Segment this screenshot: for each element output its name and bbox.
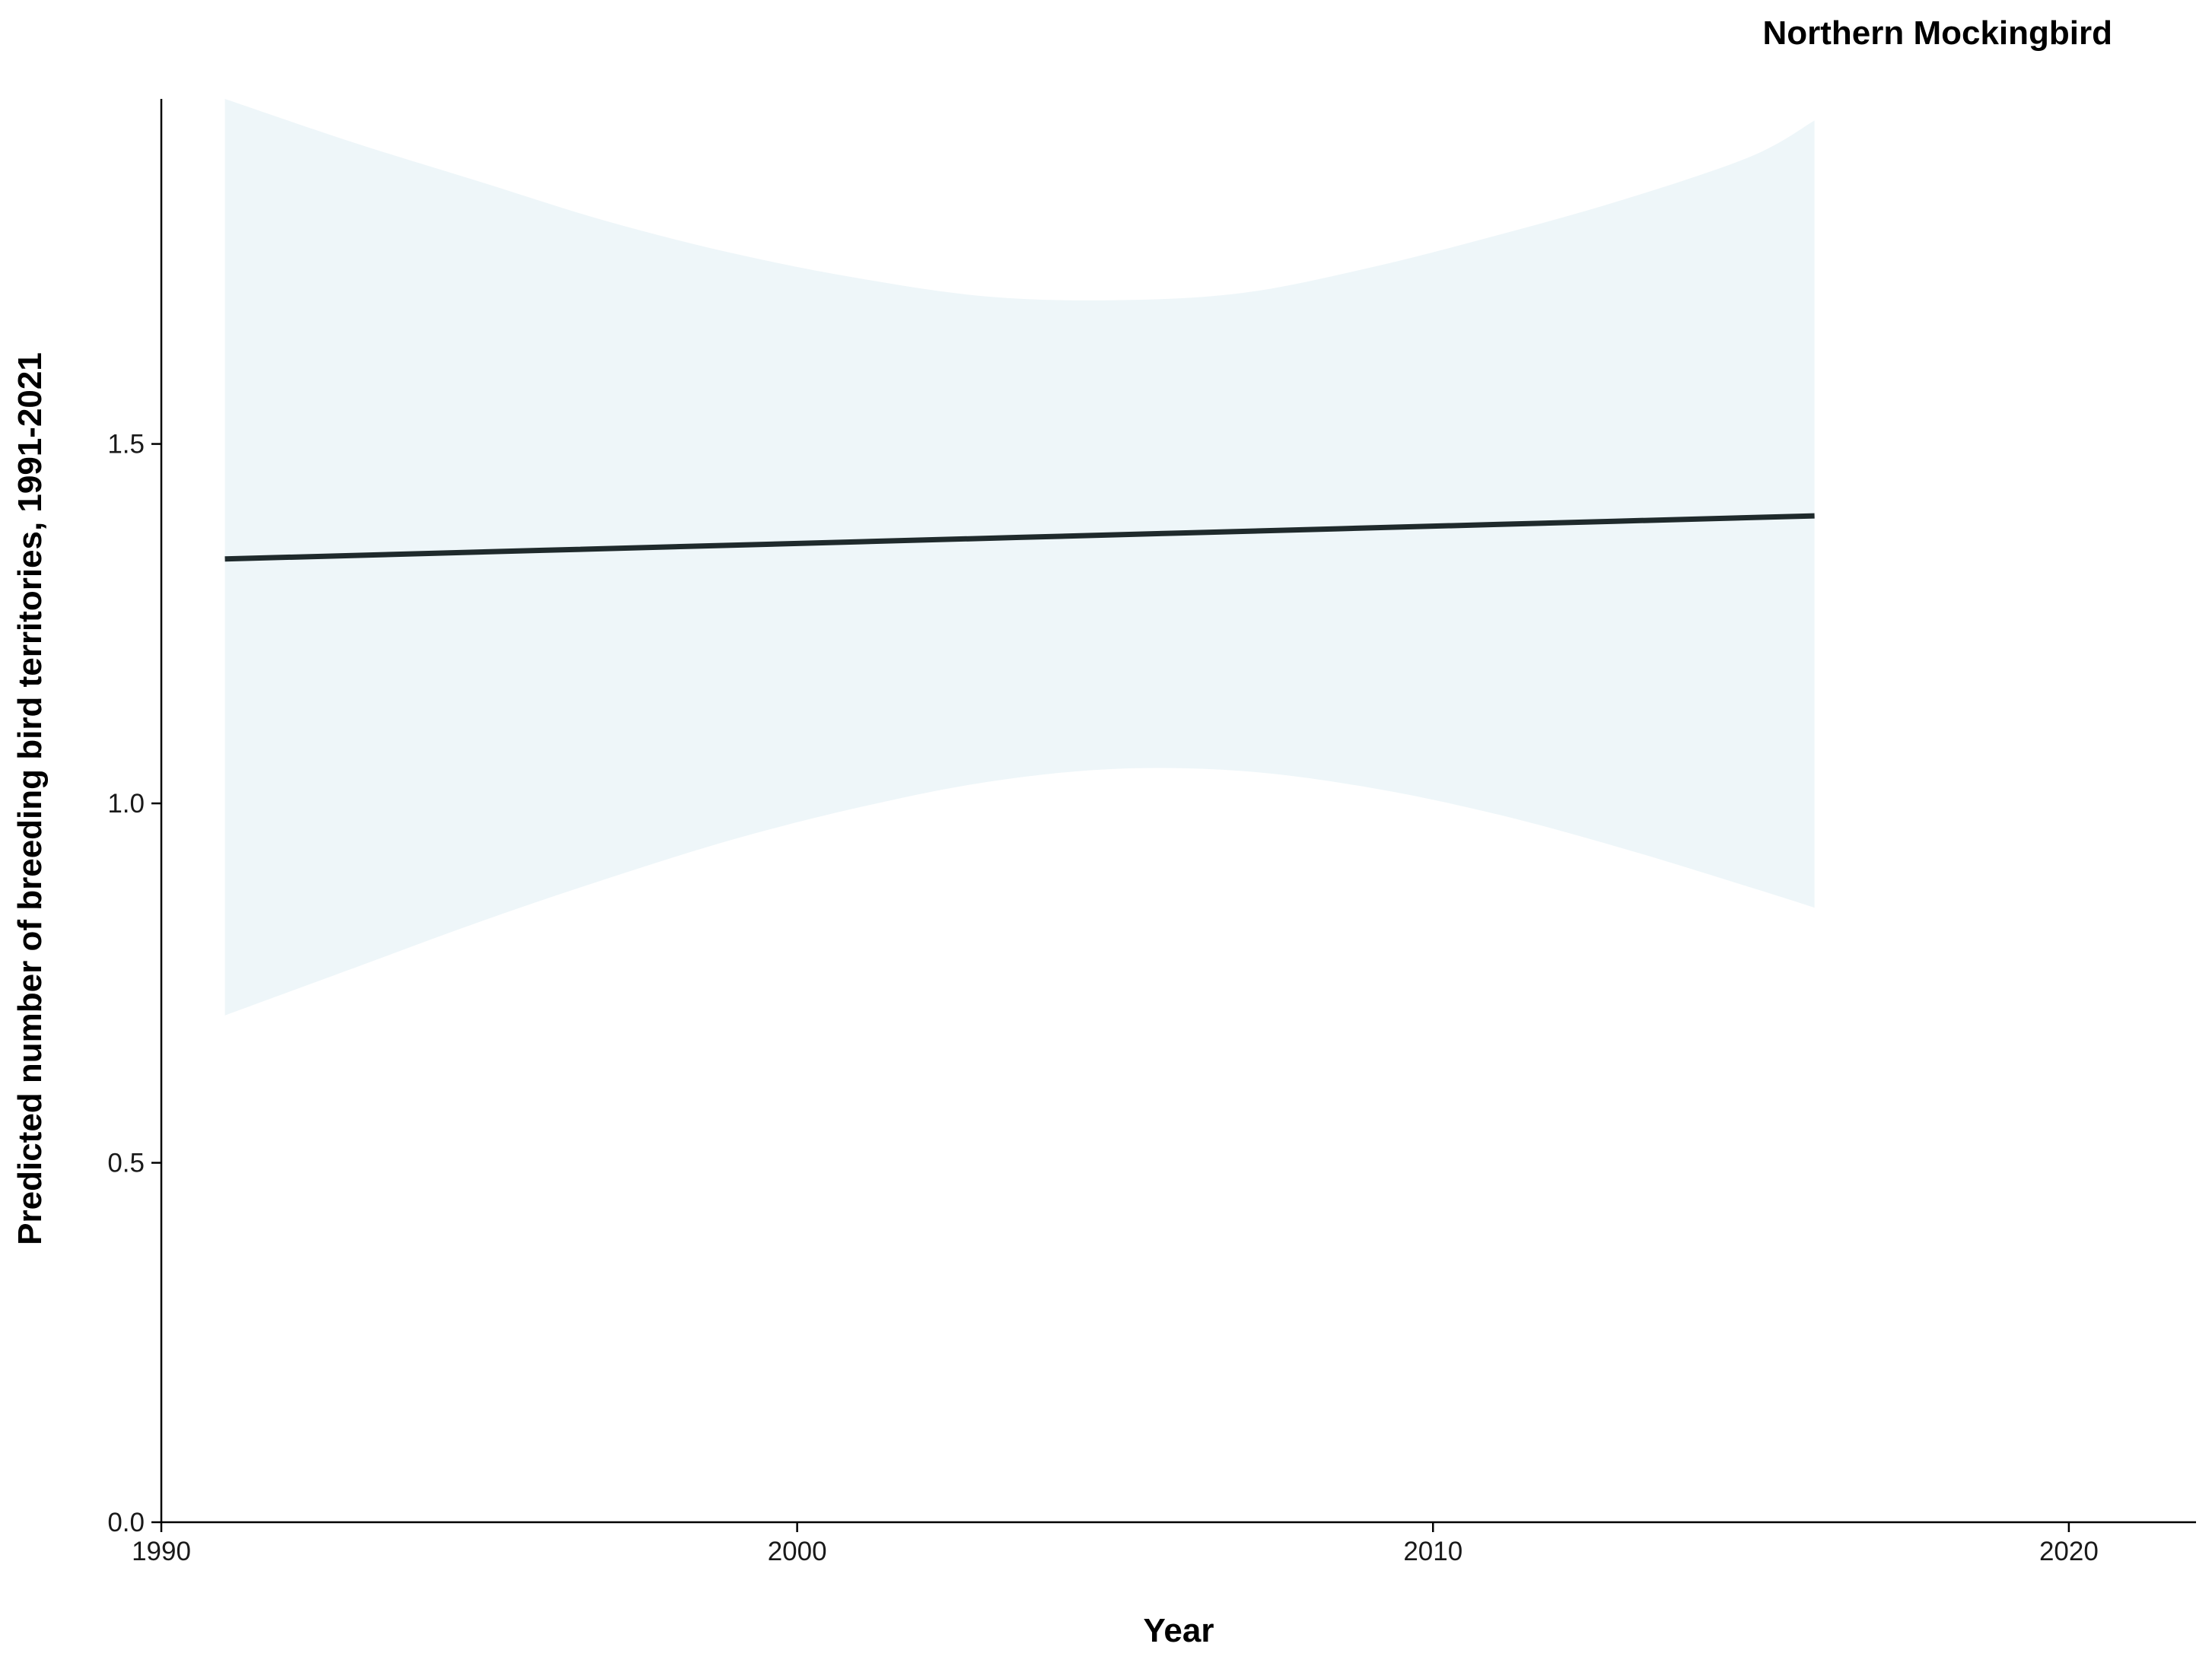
y-tick-label: 0.0 <box>107 1508 145 1537</box>
y-axis-ticks: 0.0 0.5 1.0 1.5 <box>107 430 161 1537</box>
x-axis-ticks: 1990 2000 2010 2020 <box>132 1522 2099 1566</box>
x-axis-title: Year <box>1144 1612 1214 1649</box>
confidence-band-layer <box>224 99 1815 1016</box>
trend-line-layer <box>224 513 1815 562</box>
x-tick-label: 2010 <box>1403 1537 1462 1566</box>
chart-title: Northern Mockingbird <box>1762 14 2112 52</box>
y-tick-label: 0.5 <box>107 1149 145 1178</box>
y-tick-label: 1.0 <box>107 789 145 819</box>
y-axis-title: Predicted number of breeding bird territ… <box>11 352 49 1245</box>
x-tick-label: 2020 <box>2039 1537 2099 1566</box>
y-tick-label: 1.5 <box>107 430 145 459</box>
confidence-band <box>224 99 1815 1016</box>
x-tick-label: 2000 <box>768 1537 827 1566</box>
x-tick-label: 1990 <box>132 1537 191 1566</box>
trend-line <box>224 513 1815 562</box>
